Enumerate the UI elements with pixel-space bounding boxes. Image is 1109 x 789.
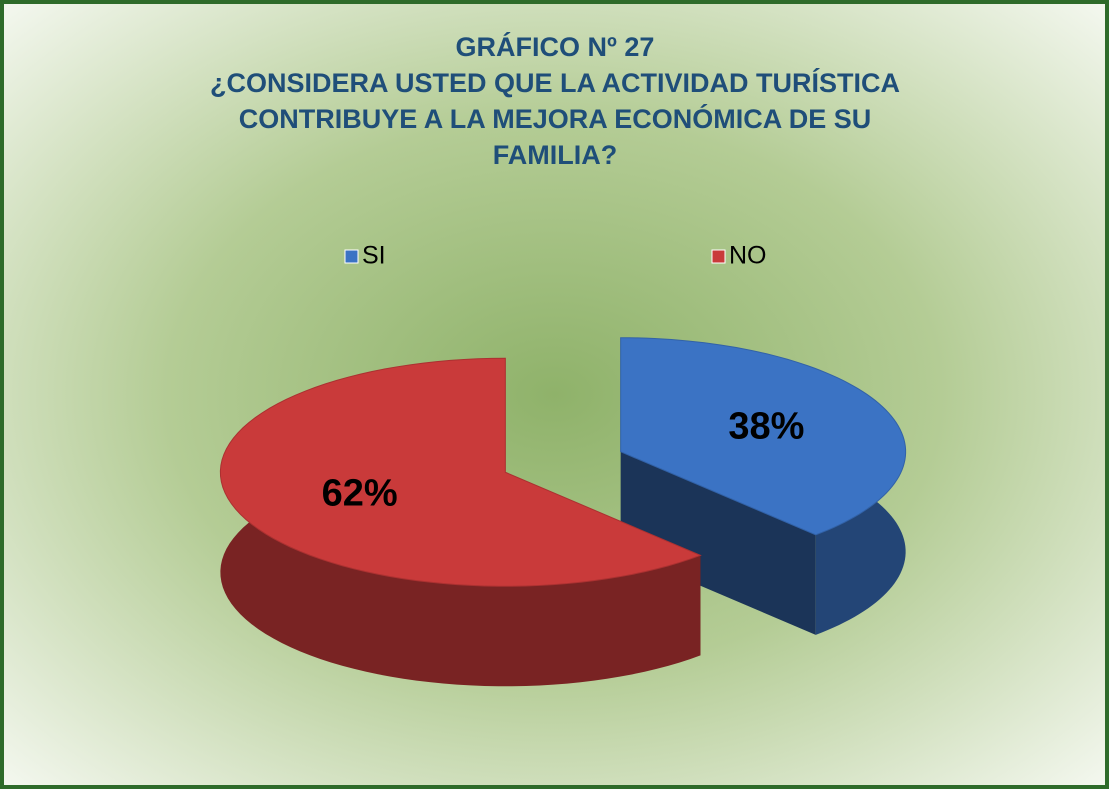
title-line: FAMILIA? <box>493 140 617 170</box>
slice <box>620 337 907 635</box>
chart-title: GRÁFICO Nº 27 ¿CONSIDERA USTED QUE LA ACT… <box>210 31 900 170</box>
slice-side <box>620 451 816 635</box>
legend-swatch <box>344 249 359 264</box>
legend-label: NO <box>729 242 767 270</box>
data-label: 38% <box>728 406 804 448</box>
slice-top <box>620 337 907 536</box>
title-line: GRÁFICO Nº 27 <box>456 31 655 62</box>
data-label: 62% <box>322 472 398 514</box>
slice-top <box>219 357 702 587</box>
title-line: ¿CONSIDERA USTED QUE LA ACTIVIDAD TURÍST… <box>210 67 900 98</box>
legend-swatch <box>711 249 726 264</box>
slice <box>219 357 702 687</box>
legend-label: SI <box>362 242 386 270</box>
title-line: CONTRIBUYE A LA MEJORA ECONÓMICA DE SU <box>239 103 872 134</box>
